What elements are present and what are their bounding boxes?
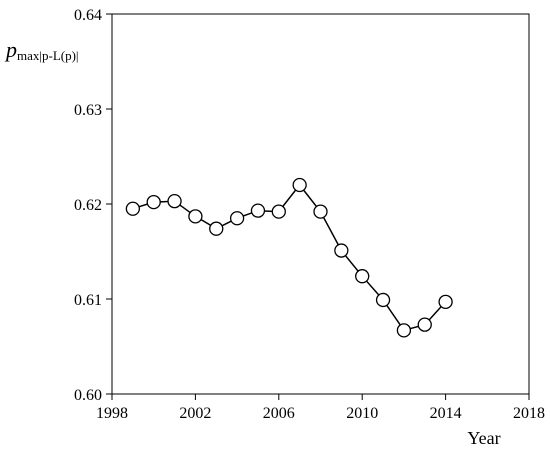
data-point (292, 177, 307, 193)
y-axis-title-subscript: max|p-L(p)| (17, 48, 79, 63)
data-point (229, 211, 245, 226)
x-axis-ticks: 1998 2002 2006 2010 2014 2018 (96, 394, 545, 422)
data-point (125, 201, 141, 216)
data-point (188, 209, 203, 224)
x-tick-label: 2018 (513, 405, 545, 422)
series-line (132, 183, 447, 332)
x-tick-label: 2014 (430, 405, 462, 422)
series-layer (125, 177, 453, 338)
data-point (355, 269, 370, 284)
x-tick-label: 2010 (346, 405, 378, 422)
x-tick-label: 2002 (179, 405, 211, 422)
y-tick-label: 0.62 (74, 197, 102, 214)
data-point (271, 204, 286, 219)
y-tick-label: 0.63 (74, 102, 102, 119)
data-point (334, 243, 349, 258)
y-axis-ticks: 0.60 0.61 0.62 0.63 0.64 (74, 7, 112, 404)
x-tick-label: 1998 (96, 405, 128, 422)
y-tick-label: 0.64 (74, 7, 102, 24)
data-point (250, 203, 266, 218)
data-point (375, 292, 391, 308)
data-point (313, 204, 328, 219)
data-point (417, 317, 432, 332)
y-tick-label: 0.61 (74, 292, 102, 309)
data-point (209, 221, 224, 236)
data-point (167, 193, 182, 209)
x-tick-label: 2006 (263, 405, 295, 422)
y-axis-title: pmax|p-L(p)| (4, 37, 79, 63)
data-point (146, 194, 161, 210)
y-tick-label: 0.60 (74, 387, 102, 404)
x-axis-title: Year (467, 428, 500, 448)
y-axis-title-main: p (4, 37, 17, 62)
data-point (396, 323, 412, 338)
data-point (438, 294, 453, 310)
